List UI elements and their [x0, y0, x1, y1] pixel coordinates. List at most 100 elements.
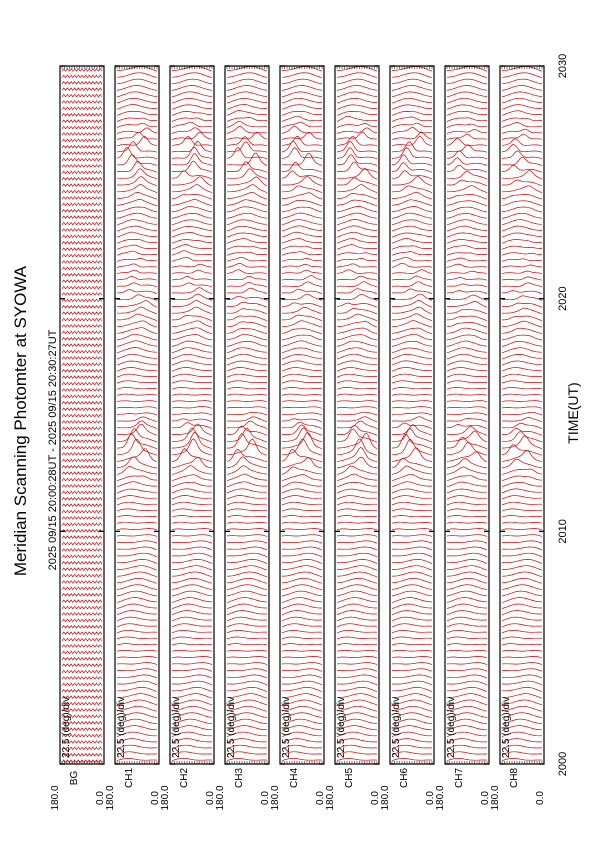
scan-trace	[501, 636, 543, 640]
scan-trace	[61, 266, 103, 271]
scan-trace	[281, 302, 323, 308]
scan-trace	[501, 239, 542, 244]
scale-label: 22.5 (deg)/div	[226, 697, 237, 758]
scan-trace	[391, 219, 433, 226]
scale-label: 22.5 (deg)/div	[281, 697, 292, 758]
scan-trace	[501, 360, 542, 366]
scan-trace	[501, 164, 543, 173]
scan-trace	[117, 184, 158, 193]
scan-trace	[501, 367, 542, 372]
channel-label: CH2	[179, 768, 190, 788]
scan-trace	[282, 185, 323, 193]
scan-trace	[116, 559, 158, 564]
scan-trace	[116, 282, 158, 288]
scan-trace	[226, 465, 268, 475]
scan-trace	[392, 300, 433, 308]
scan-trace	[61, 381, 103, 386]
scan-trace	[282, 687, 323, 692]
scan-trace	[337, 193, 378, 200]
scan-trace	[281, 616, 322, 622]
scan-trace	[391, 528, 433, 531]
scan-trace	[61, 689, 103, 693]
scan-trace	[501, 495, 542, 500]
scan-trace	[336, 597, 378, 603]
scan-trace	[116, 231, 158, 238]
scan-trace	[501, 320, 543, 328]
scan-trace	[226, 411, 268, 416]
scan-trace	[226, 758, 268, 762]
scan-trace	[116, 590, 158, 597]
scan-trace	[281, 412, 323, 416]
scan-trace	[501, 699, 543, 706]
scan-trace	[282, 565, 323, 571]
scan-trace	[501, 616, 542, 622]
scan-trace	[281, 508, 323, 512]
scan-trace	[171, 705, 213, 712]
scan-trace	[281, 328, 323, 334]
scan-trace	[171, 387, 213, 390]
scan-trace	[171, 127, 213, 134]
scan-trace	[281, 111, 322, 116]
scan-trace	[281, 488, 322, 494]
scan-trace	[392, 424, 433, 436]
scan-trace	[226, 674, 268, 679]
scan-trace	[61, 151, 103, 155]
scan-trace	[281, 649, 323, 652]
scan-trace	[501, 758, 543, 762]
scan-trace	[281, 758, 323, 762]
scan-trace	[61, 714, 103, 719]
scan-trace	[446, 751, 488, 756]
scan-trace	[61, 253, 103, 258]
scan-trace	[61, 337, 103, 341]
scan-trace	[61, 285, 103, 290]
scan-trace	[501, 508, 543, 512]
scan-trace	[226, 603, 267, 609]
scan-trace	[281, 306, 323, 315]
scan-trace	[172, 315, 213, 321]
scan-trace	[336, 674, 378, 679]
scan-trace	[171, 668, 213, 672]
scan-trace	[391, 251, 432, 256]
scan-trace	[447, 552, 488, 558]
scan-trace	[281, 474, 322, 482]
scan-trace	[501, 150, 543, 160]
scan-trace	[391, 91, 433, 98]
scan-trace	[336, 488, 377, 494]
scan-trace	[391, 354, 432, 360]
scan-trace	[61, 471, 103, 475]
scale-label: 22.5 (deg)/div	[446, 697, 457, 758]
scan-trace	[172, 687, 213, 692]
scan-trace	[281, 199, 323, 206]
scan-trace	[116, 406, 158, 409]
scan-trace	[116, 289, 158, 295]
scan-trace	[391, 387, 433, 390]
scan-trace	[281, 72, 323, 78]
scan-trace	[171, 72, 213, 78]
scan-trace	[116, 416, 158, 423]
scan-trace	[446, 200, 488, 206]
scan-trace	[116, 534, 158, 537]
scan-trace	[281, 78, 323, 85]
scan-trace	[61, 637, 103, 642]
scan-trace	[61, 407, 103, 411]
scan-trace	[336, 571, 378, 578]
scan-trace	[116, 147, 158, 160]
scan-trace	[446, 451, 488, 462]
scan-trace	[336, 127, 378, 134]
scan-trace	[171, 263, 213, 268]
scan-trace	[281, 431, 323, 450]
scan-trace	[446, 662, 488, 665]
scan-trace	[281, 738, 322, 744]
scan-trace	[336, 438, 378, 456]
scan-trace	[447, 301, 488, 308]
scan-trace	[171, 610, 212, 616]
scan-trace	[336, 347, 377, 354]
time-tick-label: 2020	[557, 286, 569, 310]
scan-trace	[61, 119, 103, 123]
scan-trace	[171, 457, 213, 469]
scan-trace	[116, 400, 158, 403]
scan-trace	[226, 117, 267, 122]
scan-trace	[281, 393, 323, 396]
scan-trace	[501, 656, 543, 659]
scan-trace	[336, 252, 378, 256]
